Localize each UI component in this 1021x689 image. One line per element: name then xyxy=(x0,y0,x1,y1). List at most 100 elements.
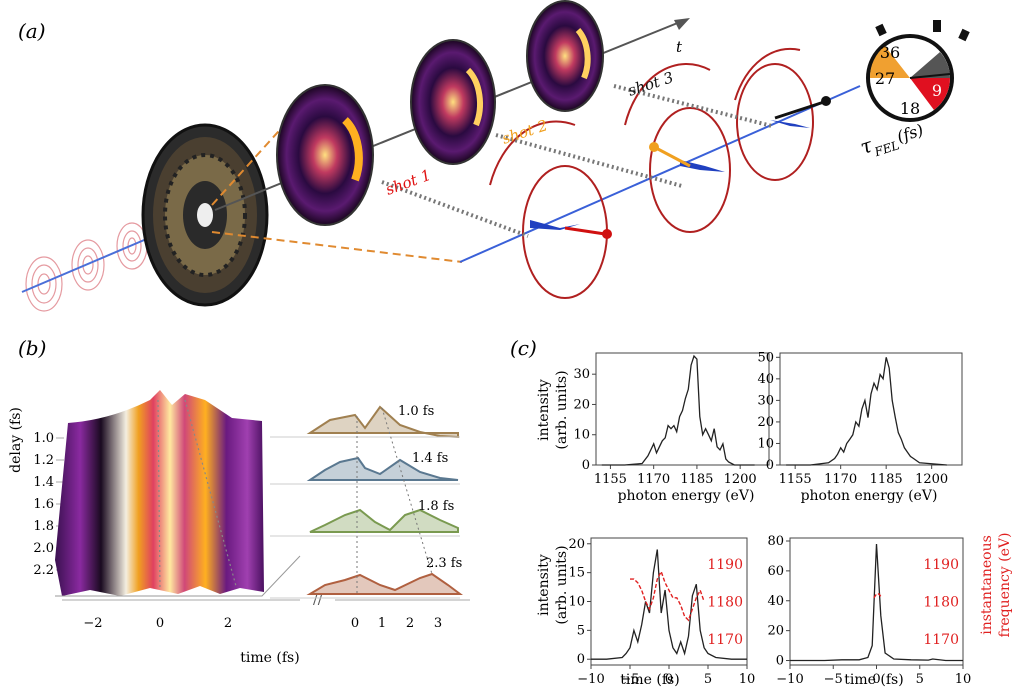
chart-frame xyxy=(779,352,963,466)
time-axis-arrow-icon xyxy=(674,18,690,30)
spectrum-xlabel-left: photon energy (eV) xyxy=(618,488,755,504)
spectrum-xlabel-right: photon energy (eV) xyxy=(801,488,938,504)
b-xtick-right-2: 2 xyxy=(406,616,414,631)
tau-label: τ FEL (fs) xyxy=(857,120,926,159)
y-tick-label: 30 xyxy=(573,367,590,382)
x-tick-label: −10 xyxy=(577,672,604,687)
y-tick-label: 10 xyxy=(573,428,590,443)
delay-traces: 1.0 fs 1.4 fs 1.8 fs 2.3 fs xyxy=(270,404,463,599)
clock-number-9: 9 xyxy=(932,81,942,100)
shot2-line xyxy=(495,133,683,188)
x-tick-label: 1170 xyxy=(637,472,670,487)
clock-number-27: 27 xyxy=(875,69,895,88)
panel-b-xlabel: time (fs) xyxy=(240,650,299,666)
panel-c-chart-3: −10 −5 0 5 10 0 5 10 15 20 1170 1180 1190 xyxy=(568,537,755,687)
detector-image-2 xyxy=(410,39,496,165)
electron-rings xyxy=(25,222,148,312)
y-tick-label: 30 xyxy=(757,393,774,408)
intensity-line xyxy=(591,549,747,660)
axis-break-icon: // xyxy=(313,592,323,608)
stopwatch-icon xyxy=(866,20,970,122)
x-tick-label: −5 xyxy=(824,672,843,687)
y-tick-label: 20 xyxy=(767,624,784,639)
vector-shot1 xyxy=(564,226,606,236)
x-tick-label: 0 xyxy=(665,672,673,687)
schematic-3d: t xyxy=(21,0,970,312)
y-tick-label: 80 xyxy=(767,534,784,549)
pulse-3 xyxy=(770,120,810,128)
clock-number-18: 18 xyxy=(900,99,920,118)
chart-frame xyxy=(595,352,770,466)
shot2-label: shot 2 xyxy=(500,116,550,148)
y2-tick-label: 1170 xyxy=(707,632,743,648)
freq-ylabel-line2: frequency (eV) xyxy=(997,533,1013,638)
x-tick-label: 1185 xyxy=(680,472,713,487)
shot1-label: shot 1 xyxy=(383,166,433,199)
detector-image-3 xyxy=(526,0,604,112)
waterfall-surface xyxy=(55,390,301,597)
trace-area xyxy=(306,456,459,481)
b-ytick: 1.2 xyxy=(33,453,54,468)
y-tick-label: 20 xyxy=(757,415,774,430)
freq-ylabel-line1: instantaneous xyxy=(979,535,995,635)
y-tick-label: 0 xyxy=(766,458,774,473)
frequency-line xyxy=(873,593,883,599)
trace-area xyxy=(306,572,463,595)
vector-shot2 xyxy=(655,146,691,168)
shot3-label: shot 3 xyxy=(626,68,676,100)
trace-label: 2.3 fs xyxy=(426,556,462,571)
intensity-line xyxy=(601,354,755,466)
panel-c-charts: 1155 1170 1185 1200 0 10 20 30 1155 1170 1185 1200 0… xyxy=(568,350,971,687)
frequency-line xyxy=(630,569,705,622)
x-tick-label: 1185 xyxy=(870,472,903,487)
svg-text:(fs): (fs) xyxy=(895,120,926,146)
x-tick-label: 1200 xyxy=(915,472,948,487)
y-tick-label: 15 xyxy=(568,566,585,581)
spectrum-ylabel-line1: intensity xyxy=(536,379,552,441)
x-tick-label: 1155 xyxy=(594,472,627,487)
b-ytick: 1.4 xyxy=(33,475,54,490)
x-tick-label: 0 xyxy=(872,672,880,687)
panel-c-chart-2: 1155 1170 1185 1200 0 10 20 30 40 50 xyxy=(757,350,963,487)
trace-label: 1.8 fs xyxy=(418,499,454,514)
guide-line-bottom xyxy=(211,231,463,263)
spectrum-ylabel-line2: (arb. units) xyxy=(554,370,570,449)
svg-text:FEL: FEL xyxy=(872,138,901,159)
panel-c-chart-4: −10 −5 0 5 10 0 20 40 60 80 1170 1180 1190 xyxy=(767,534,971,687)
x-tick-label: 10 xyxy=(739,672,756,687)
detector-wheel xyxy=(141,123,269,307)
y-tick-label: 50 xyxy=(757,350,774,365)
trace-label: 1.4 fs xyxy=(412,451,448,466)
time-ylabel-line2: (arb. units) xyxy=(554,545,570,624)
panel-label-c: (c) xyxy=(510,336,537,360)
y2-tick-label: 1170 xyxy=(923,632,959,648)
x-tick-label: 5 xyxy=(704,672,712,687)
y2-tick-label: 1180 xyxy=(707,595,743,611)
panel-label-a: (a) xyxy=(18,19,46,43)
shot1-line xyxy=(381,180,529,238)
x-tick-label: 10 xyxy=(955,672,972,687)
b-xtick-right-1: 1 xyxy=(378,616,386,631)
pulse-2 xyxy=(680,160,725,172)
time-xlabel-left: time (fs) xyxy=(620,672,679,688)
trace-area xyxy=(306,405,459,439)
b-xtick-left-0: −2 xyxy=(83,616,102,631)
x-tick-label: 1170 xyxy=(824,472,857,487)
y-tick-label: 40 xyxy=(767,594,784,609)
x-tick-label: 1200 xyxy=(724,472,757,487)
detector-image-1 xyxy=(276,84,374,226)
shot3-line xyxy=(613,84,773,128)
panel-c-chart-1: 1155 1170 1185 1200 0 10 20 30 xyxy=(573,352,770,487)
x-tick-label: 1155 xyxy=(779,472,812,487)
b-ytick: 1.6 xyxy=(33,497,54,512)
x-tick-label: −5 xyxy=(620,672,639,687)
trace-area xyxy=(309,508,459,533)
b-xtick-right-0: 0 xyxy=(351,616,359,631)
time-axis-label: t xyxy=(676,38,683,56)
b-ytick: 1.8 xyxy=(33,519,54,534)
trace-label: 1.0 fs xyxy=(398,404,434,419)
b-xtick-left-1: 0 xyxy=(156,616,164,631)
guide-peak2 xyxy=(381,407,433,575)
b-xtick-right-3: 3 xyxy=(434,616,442,631)
